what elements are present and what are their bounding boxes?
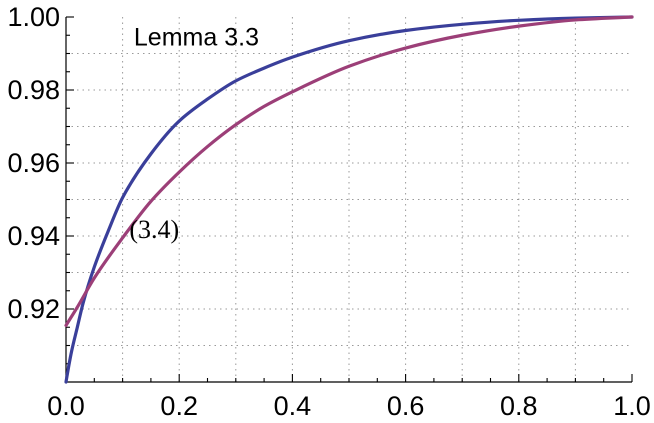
- grid: [66, 17, 632, 382]
- x-tick-label: 0.0: [47, 391, 85, 421]
- x-tick-label: 0.2: [160, 391, 198, 421]
- x-tick-label: 1.0: [613, 391, 651, 421]
- y-tick-label: 0.94: [7, 221, 60, 251]
- y-tick-label: 0.98: [7, 75, 60, 105]
- x-tick-label: 0.6: [387, 391, 425, 421]
- y-tick-label: 0.96: [7, 148, 60, 178]
- annotation-3-4: (3.4): [129, 215, 179, 244]
- y-tick-label: 1.00: [7, 2, 60, 32]
- tick-labels: 0.0 0.2 0.4 0.6 0.8 1.0 0.92 0.94 0.96 0.98 1.00: [7, 2, 650, 421]
- annotations: Lemma 3.3 (3.4): [129, 23, 259, 243]
- series-lines: [64, 15, 634, 384]
- series-line-lemma-3-3: [64, 15, 634, 384]
- series-line-3-4: [64, 15, 634, 328]
- x-tick-label: 0.4: [274, 391, 312, 421]
- y-tick-label: 0.92: [7, 294, 60, 324]
- annotation-lemma-3-3: Lemma 3.3: [134, 23, 259, 51]
- x-tick-label: 0.8: [500, 391, 538, 421]
